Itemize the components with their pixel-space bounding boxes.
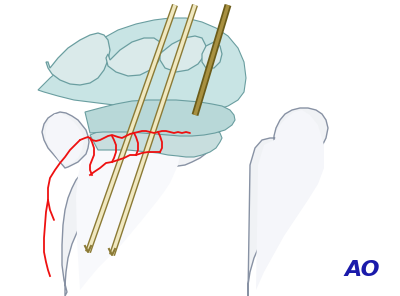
Polygon shape xyxy=(46,114,84,165)
Polygon shape xyxy=(38,18,246,112)
Polygon shape xyxy=(256,110,324,290)
Polygon shape xyxy=(90,120,222,157)
Polygon shape xyxy=(85,100,235,136)
Polygon shape xyxy=(202,42,222,68)
Polygon shape xyxy=(160,36,206,72)
Polygon shape xyxy=(42,112,89,168)
Polygon shape xyxy=(62,127,220,296)
Polygon shape xyxy=(76,134,180,290)
Polygon shape xyxy=(248,108,328,296)
Polygon shape xyxy=(106,38,162,76)
Polygon shape xyxy=(46,33,110,85)
Text: AO: AO xyxy=(344,260,380,280)
